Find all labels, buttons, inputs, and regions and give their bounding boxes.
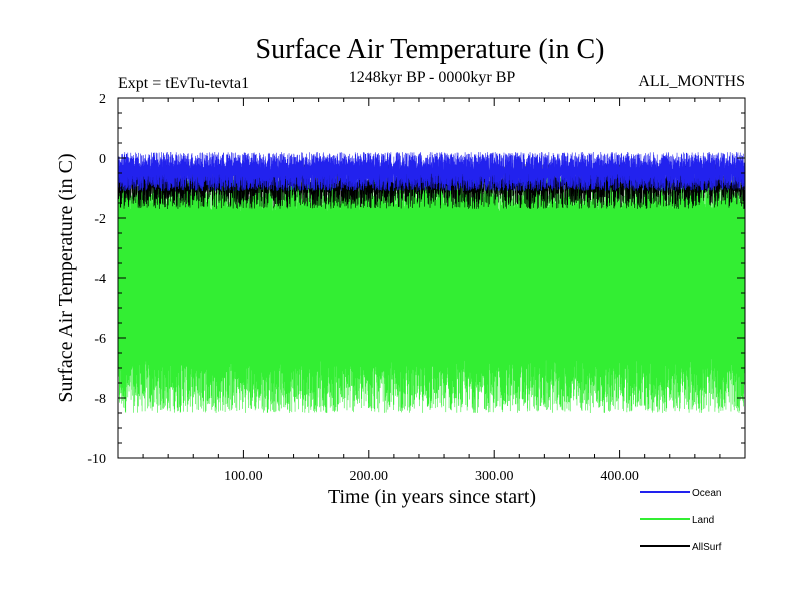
y-tick-label: 0 [99,152,106,167]
series-layer [117,152,746,413]
chart-title: Surface Air Temperature (in C) [256,34,605,65]
y-tick-label: -2 [94,212,106,227]
x-tick-label: 300.00 [475,469,514,484]
y-tick-label: -8 [94,392,106,407]
y-tick-label: -4 [94,272,106,287]
legend-label-allsurf: AllSurf [692,542,722,553]
chart-months-label: ALL_MONTHS [638,73,745,90]
x-tick-label: 400.00 [600,469,639,484]
legend: Ocean Land AllSurf [640,488,722,553]
legend-label-ocean: Ocean [692,488,721,499]
series-line-ocean [117,152,746,191]
series-line-land [117,176,746,413]
legend-label-land: Land [692,515,714,526]
y-tick-label: -6 [94,332,106,347]
x-tick-label: 200.00 [350,469,389,484]
chart-time-range: 1248kyr BP - 0000kyr BP [349,69,516,86]
axis-layer: -10 -8 -6 -4 -2 0 2 100.00 200.00 300.00 400.00 [87,92,745,484]
y-axis-label: Surface Air Temperature (in C) [55,153,77,402]
y-tick-label: 2 [99,92,106,107]
chart-expt-label: Expt = tEvTu-tevta1 [118,75,249,92]
x-tick-label: 100.00 [224,469,263,484]
x-axis-label: Time (in years since start) [328,486,536,508]
y-tick-label: -10 [87,452,106,467]
